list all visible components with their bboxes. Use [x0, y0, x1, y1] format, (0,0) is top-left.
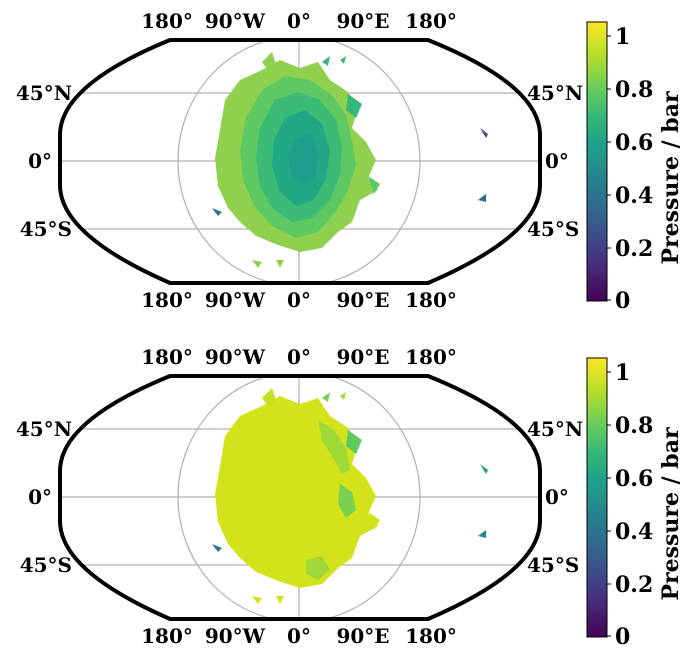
colorbar-tick: 0.8	[615, 77, 653, 103]
lon-tick-top: 0°	[287, 9, 311, 33]
colorbar-tick: 0.6	[615, 466, 653, 492]
pressure-fragment	[212, 208, 222, 216]
lon-tick-top: 90°E	[336, 345, 389, 369]
lon-tick-bottom: 0°	[287, 624, 311, 648]
lat-tick-left: 45°N	[16, 81, 72, 105]
colorbar-tick: 0.4	[615, 183, 653, 209]
colorbar-gradient	[586, 357, 608, 638]
map-panel-1: 180° 90°W 0° 90°E 180°	[16, 9, 583, 312]
pressure-fragment	[480, 464, 488, 474]
lon-tick-bottom: 0°	[287, 288, 311, 312]
colorbar-label: Pressure / bar	[658, 91, 684, 264]
pressure-fragment	[276, 596, 284, 604]
pressure-field-edge	[306, 556, 330, 580]
lat-tick-right: 0°	[545, 149, 569, 173]
map-panel-2: 180° 90°W 0° 90°E 180° 45°N	[16, 345, 583, 648]
pressure-fragment	[478, 530, 486, 538]
pressure-fragment	[322, 392, 330, 402]
pressure-fragment	[368, 512, 380, 530]
pressure-fragment	[252, 596, 262, 604]
lon-tick-top: 90°E	[336, 9, 389, 33]
colorbar-tick: 0.4	[615, 519, 653, 545]
pressure-fragment	[212, 544, 222, 552]
lon-tick-top: 180°	[405, 345, 457, 369]
pressure-fragment	[480, 128, 488, 138]
lat-tick-right: 45°S	[527, 217, 579, 241]
lon-tick-bottom: 90°E	[336, 624, 389, 648]
lat-tick-left: 0°	[28, 485, 52, 509]
colorbar-tick: 1	[615, 24, 630, 50]
pressure-field-outer	[215, 396, 378, 588]
colorbar-1: 0 0.2 0.4 0.6 0.8 1 Pressure / bar	[586, 21, 684, 314]
lat-tick-right: 45°N	[527, 81, 583, 105]
pressure-fragment	[346, 430, 362, 454]
colorbar-tick: 0.8	[615, 413, 653, 439]
pressure-field-edge	[338, 484, 356, 518]
lon-tick-top: 90°W	[205, 345, 266, 369]
colorbar-tick: 1	[615, 360, 630, 386]
lon-tick-bottom: 180°	[141, 288, 193, 312]
pressure-field-edge	[318, 420, 350, 474]
lon-tick-top: 180°	[141, 9, 193, 33]
pressure-fragment	[478, 194, 486, 202]
lat-tick-right: 45°N	[527, 417, 583, 441]
map-frame	[58, 374, 542, 621]
pressure-fragment	[340, 392, 346, 400]
lon-gridline	[177, 376, 421, 619]
colorbar-tick: 0	[615, 624, 630, 650]
lon-tick-bottom: 180°	[141, 624, 193, 648]
lat-tick-left: 0°	[28, 149, 52, 173]
lon-tick-top: 90°W	[205, 9, 266, 33]
lon-tick-bottom: 90°W	[205, 288, 266, 312]
pressure-field-deepest	[288, 134, 318, 186]
lon-gridline	[177, 40, 421, 283]
lat-tick-left: 45°S	[20, 217, 72, 241]
colorbar-tick: 0.2	[615, 572, 653, 598]
colorbar-gradient	[586, 21, 608, 302]
lon-tick-bottom: 180°	[405, 624, 457, 648]
colorbar-2: 0 0.2 0.4 0.6 0.8 1 Pressure / bar	[586, 357, 684, 650]
pressure-fragment	[346, 94, 362, 118]
colorbar-label: Pressure / bar	[658, 427, 684, 600]
colorbar-tick: 0	[615, 288, 630, 314]
pressure-fragment	[340, 56, 346, 64]
lat-tick-right: 0°	[545, 485, 569, 509]
pressure-fragment	[322, 56, 330, 66]
lon-tick-bottom: 180°	[405, 288, 457, 312]
pressure-fragment	[276, 260, 284, 268]
pressure-fragment	[262, 388, 276, 406]
lon-tick-top: 180°	[141, 345, 193, 369]
lat-tick-left: 45°S	[20, 553, 72, 577]
colorbar-tick: 0.2	[615, 236, 653, 262]
lon-tick-top: 0°	[287, 345, 311, 369]
lon-tick-bottom: 90°W	[205, 624, 266, 648]
colorbar-tick: 0.6	[615, 130, 653, 156]
pressure-fragment	[368, 176, 380, 194]
lon-tick-top: 180°	[405, 9, 457, 33]
pressure-fragment	[262, 52, 276, 70]
lat-tick-right: 45°S	[527, 553, 579, 577]
pressure-fragment	[252, 260, 262, 268]
lon-tick-bottom: 90°E	[336, 288, 389, 312]
lat-tick-left: 45°N	[16, 417, 72, 441]
map-body	[60, 40, 540, 283]
map-frame	[58, 38, 542, 285]
map-body	[60, 376, 540, 619]
